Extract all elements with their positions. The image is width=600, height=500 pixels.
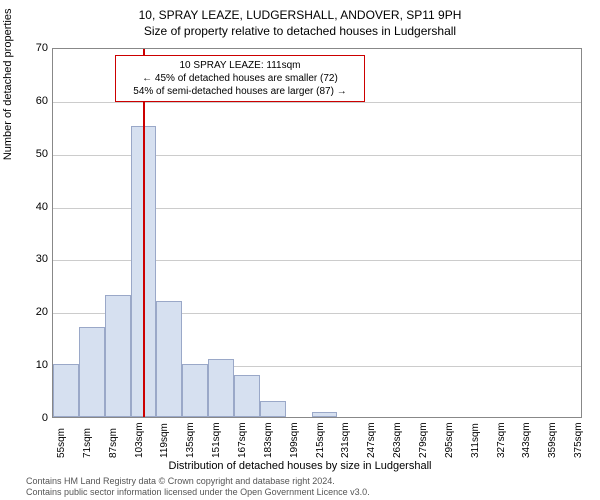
x-tick-label: 327sqm [496,422,507,458]
histogram-bar [208,359,234,417]
x-tick-label: 295sqm [444,422,455,458]
histogram-bar [79,327,105,417]
y-tick-label: 50 [36,148,48,160]
x-tick-label: 71sqm [82,428,93,458]
y-tick-label: 20 [36,306,48,318]
histogram-bar [182,364,208,417]
histogram-bar [312,412,338,417]
x-tick-label: 167sqm [237,422,248,458]
x-axis-label: Distribution of detached houses by size … [0,460,600,472]
x-tick-label: 151sqm [211,422,222,458]
x-tick-label: 55sqm [56,428,67,458]
histogram-bar [156,301,182,417]
y-tick-label: 40 [36,201,48,213]
histogram-bar [105,295,131,417]
marker-line [143,49,145,417]
footer-line-2: Contains public sector information licen… [26,487,600,498]
plot-area: 10 SPRAY LEAZE: 111sqm← 45% of detached … [52,48,582,418]
x-tick-label: 135sqm [185,422,196,458]
x-tick-label: 87sqm [108,428,119,458]
x-tick-label: 311sqm [470,423,481,458]
x-tick-label: 247sqm [366,422,377,458]
histogram-bar [234,375,260,417]
chart-footer: Contains HM Land Registry data © Crown c… [0,476,600,498]
info-box-line: ← 45% of detached houses are smaller (72… [122,72,358,85]
y-tick-label: 60 [36,95,48,107]
x-tick-label: 103sqm [134,422,145,458]
x-tick-label: 231sqm [340,422,351,458]
y-tick-label: 10 [36,359,48,371]
histogram-bar [53,364,79,417]
histogram-bar [260,401,286,417]
footer-line-1: Contains HM Land Registry data © Crown c… [26,476,600,487]
chart-container: 10, SPRAY LEAZE, LUDGERSHALL, ANDOVER, S… [0,0,600,500]
x-tick-label: 359sqm [547,422,558,458]
x-tick-label: 199sqm [289,422,300,458]
x-tick-label: 343sqm [521,422,532,458]
x-tick-label: 263sqm [392,422,403,458]
chart-title-sub: Size of property relative to detached ho… [0,22,600,38]
chart-title-main: 10, SPRAY LEAZE, LUDGERSHALL, ANDOVER, S… [0,0,600,22]
x-tick-label: 183sqm [263,422,274,458]
info-box-line: 54% of semi-detached houses are larger (… [122,85,358,98]
y-tick-label: 30 [36,253,48,265]
info-box-line: 10 SPRAY LEAZE: 111sqm [122,59,358,72]
y-tick-label: 0 [42,412,48,424]
x-tick-label: 279sqm [418,422,429,458]
info-box: 10 SPRAY LEAZE: 111sqm← 45% of detached … [115,55,365,102]
x-tick-label: 215sqm [315,422,326,458]
y-axis-label: Number of detached properties [2,9,14,161]
y-tick-label: 70 [36,42,48,54]
x-tick-label: 119sqm [159,423,170,458]
x-tick-label: 375sqm [573,422,584,458]
